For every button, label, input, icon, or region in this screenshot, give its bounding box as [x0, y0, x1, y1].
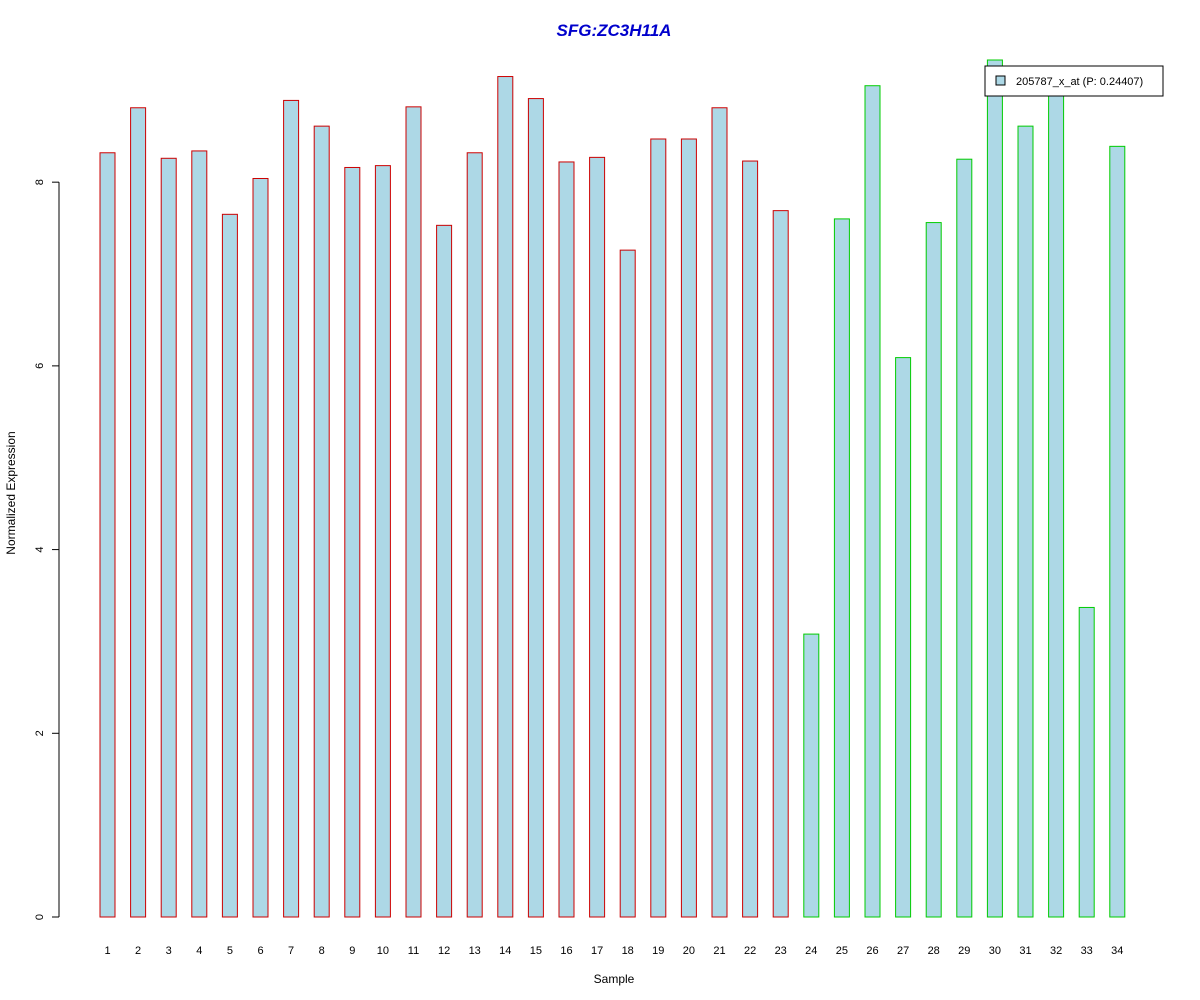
x-tick-label: 19 — [652, 945, 664, 957]
x-tick-label: 7 — [288, 945, 294, 957]
x-tick-label: 29 — [958, 945, 970, 957]
bar — [925, 222, 942, 918]
bar — [742, 160, 759, 918]
x-tick-label: 2 — [135, 945, 141, 957]
legend-box — [984, 65, 1164, 97]
x-tick-label: 10 — [377, 945, 389, 957]
bar — [497, 76, 514, 918]
x-tick-label: 3 — [166, 945, 172, 957]
x-tick-label: 30 — [989, 945, 1001, 957]
y-axis: 0 2 4 6 8 — [34, 179, 60, 920]
bar — [833, 218, 850, 918]
bar — [772, 210, 789, 918]
bars — [99, 59, 1126, 918]
x-tick-label: 32 — [1050, 945, 1062, 957]
x-tick-label: 16 — [560, 945, 572, 957]
bar — [650, 138, 667, 918]
bar — [619, 249, 636, 918]
bar — [711, 107, 728, 918]
x-tick-label: 1 — [104, 945, 110, 957]
bar — [803, 633, 820, 918]
x-tick-label: 25 — [836, 945, 848, 957]
x-tick-label: 18 — [622, 945, 634, 957]
bar — [956, 158, 973, 918]
x-tick-label: 34 — [1111, 945, 1123, 957]
bar — [466, 152, 483, 918]
bar — [986, 59, 1003, 918]
bar — [313, 125, 330, 918]
y-axis-label: Normalized Expression — [4, 431, 18, 554]
x-tick-label: 14 — [499, 945, 511, 957]
bar — [558, 161, 575, 918]
legend: 205787_x_at (P: 0.24407) — [984, 65, 1164, 97]
bar — [160, 157, 177, 918]
bar — [344, 166, 361, 918]
bar — [1017, 125, 1034, 918]
bar — [680, 138, 697, 918]
x-tick-label: 12 — [438, 945, 450, 957]
legend-swatch — [995, 75, 1006, 86]
bar — [374, 165, 391, 918]
x-tick-label: 21 — [713, 945, 725, 957]
bar — [527, 98, 544, 918]
x-tick-label: 11 — [408, 945, 419, 957]
x-tick-label: 33 — [1081, 945, 1093, 957]
x-tick-label: 4 — [196, 945, 202, 957]
chart-title: SFG:ZC3H11A — [557, 21, 672, 40]
x-tick-label: 28 — [928, 945, 940, 957]
x-tick-label: 23 — [775, 945, 787, 957]
bar — [405, 106, 422, 918]
bar — [130, 107, 147, 918]
x-tick-label: 13 — [469, 945, 481, 957]
bar — [1078, 606, 1095, 918]
bar — [436, 224, 453, 918]
y-tick-label: 4 — [34, 547, 46, 553]
x-tick-label: 17 — [591, 945, 603, 957]
legend-label: 205787_x_at (P: 0.24407) — [1016, 76, 1143, 88]
bar — [99, 152, 116, 918]
x-tick-label: 6 — [257, 945, 263, 957]
bar — [221, 213, 238, 918]
bar — [864, 85, 881, 918]
y-tick-label: 6 — [34, 363, 46, 369]
x-tick-label: 31 — [1019, 945, 1031, 957]
y-tick-label: 0 — [34, 914, 46, 920]
bar — [1048, 87, 1065, 918]
bar — [895, 357, 912, 918]
x-tick-label: 22 — [744, 945, 756, 957]
bar — [283, 99, 300, 918]
bar — [1109, 145, 1126, 918]
x-tick-label: 15 — [530, 945, 542, 957]
bar — [191, 150, 208, 918]
x-tick-label: 20 — [683, 945, 695, 957]
x-tick-label: 9 — [349, 945, 355, 957]
y-tick-label: 8 — [34, 179, 46, 185]
x-tick-label: 24 — [805, 945, 817, 957]
x-tick-label: 26 — [866, 945, 878, 957]
bar — [252, 177, 269, 918]
x-tick-label: 27 — [897, 945, 909, 957]
bar — [589, 156, 606, 918]
x-tick-labels: 1 2 3 4 5 6 7 8 9 10 11 12 13 14 15 16 17 18 19 20 21 22 23 24 2… — [104, 945, 1123, 957]
x-tick-label: 8 — [319, 945, 325, 957]
x-axis-label: Sample — [594, 972, 635, 986]
x-tick-label: 5 — [227, 945, 233, 957]
y-tick-label: 2 — [34, 730, 46, 736]
